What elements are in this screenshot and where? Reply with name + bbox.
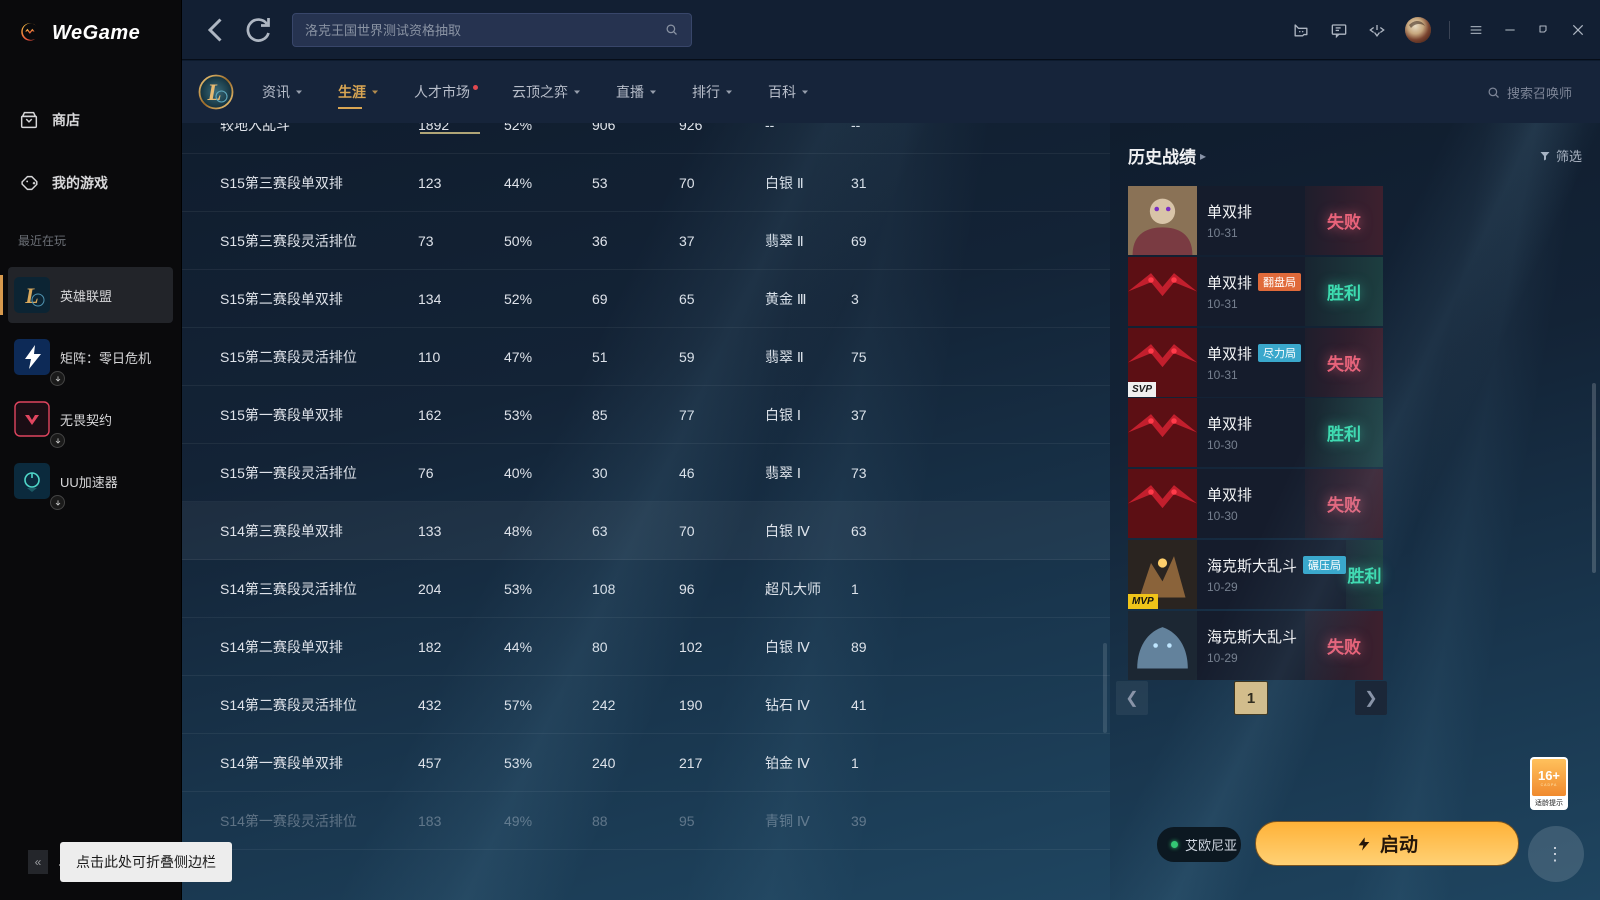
svg-text:L: L	[24, 283, 38, 308]
